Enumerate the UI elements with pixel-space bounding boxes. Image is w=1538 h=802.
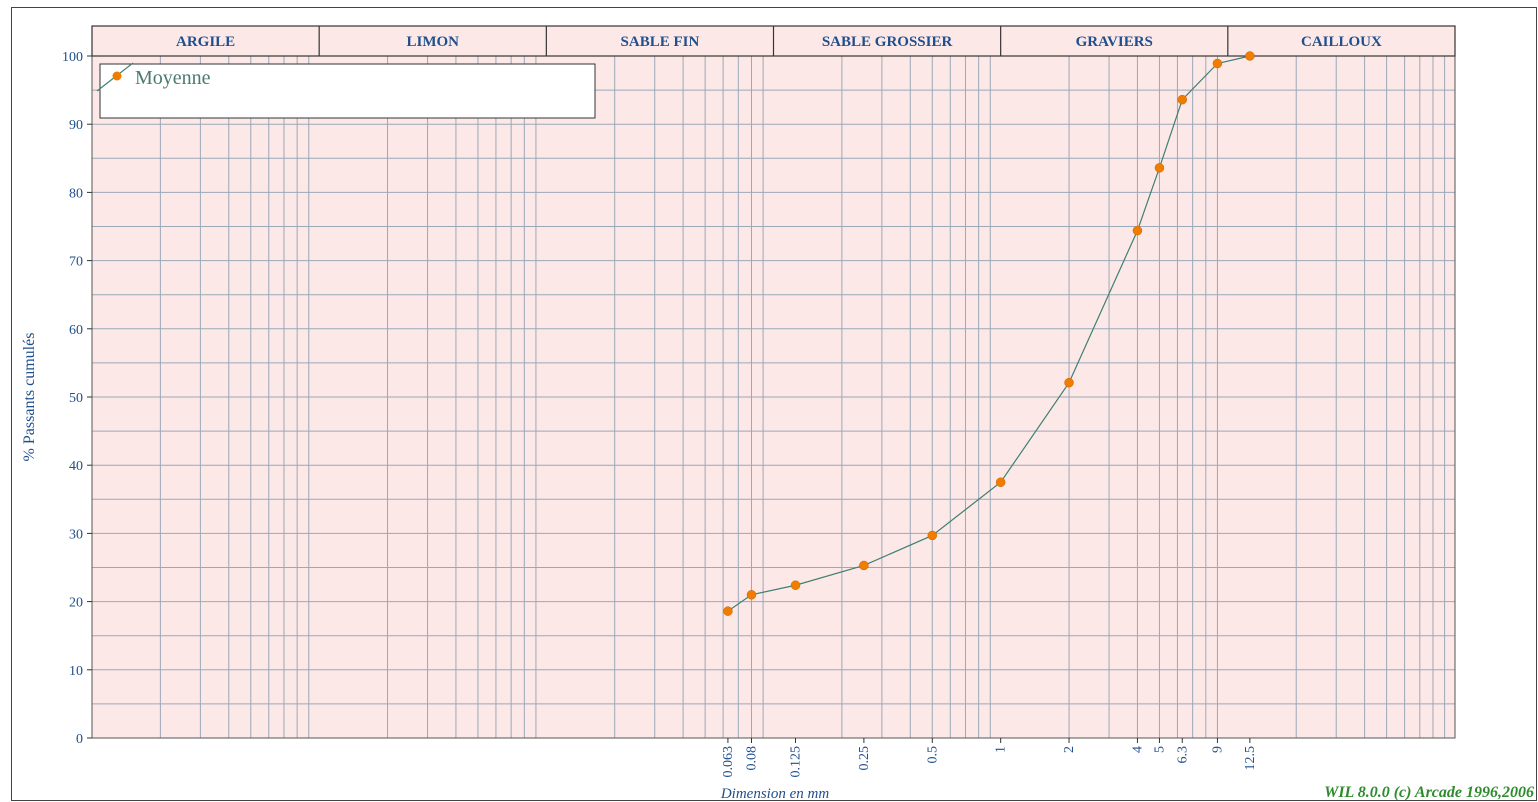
y-tick-label: 100 [62, 50, 83, 65]
band-label: ARGILE [176, 34, 235, 50]
band-label: LIMON [407, 34, 460, 50]
data-point [1064, 377, 1074, 388]
x-tick-label: 0.063 [721, 746, 736, 778]
data-point [995, 477, 1006, 487]
x-tick-label: 4 [1130, 746, 1145, 753]
y-axis-ticks: 0 10 20 30 40 50 60 70 80 90 100 [62, 50, 92, 747]
series-line [727, 55, 1250, 612]
y-tick-label: 10 [69, 664, 83, 679]
chart-frame [11, 7, 1537, 801]
band-header: ARGILE LIMON SABLE FIN SABLE GROSSIER GRAVIE… [91, 25, 1456, 57]
y-tick-label: 90 [69, 118, 83, 133]
data-point [1154, 163, 1165, 173]
y-tick-label: 40 [69, 459, 83, 474]
y-tick-label: 80 [69, 186, 83, 201]
x-axis-ticks: 0.063 0.08 0.125 0.25 0.5 1 2 4 5 6.3 9 12.5 [721, 738, 1258, 778]
band-label: SABLE FIN [621, 34, 700, 50]
band-label: CAILLOUX [1301, 34, 1382, 50]
data-point [1177, 94, 1188, 105]
x-tick-label: 5 [1152, 746, 1167, 753]
y-tick-label: 50 [69, 391, 83, 406]
x-tick-label: 0.08 [744, 746, 759, 771]
x-tick-label: 1 [994, 746, 1009, 753]
legend-box [99, 63, 596, 119]
x-tick-label: 0.5 [925, 746, 940, 764]
band-label: GRAVIERS [1076, 34, 1153, 50]
data-point [1132, 225, 1143, 236]
data-point [723, 606, 733, 616]
y-axis-label: % Passants cumulés [21, 333, 38, 462]
x-tick-label: 0.125 [789, 746, 804, 778]
x-tick-label: 6.3 [1175, 746, 1190, 764]
legend: Moyenne [96, 62, 596, 119]
data-point [927, 530, 938, 541]
y-tick-label: 60 [69, 323, 83, 338]
legend-label: Moyenne [135, 67, 211, 89]
data-point [790, 580, 801, 590]
y-tick-label: 20 [69, 596, 83, 611]
software-credit: WIL 8.0.0 (c) Arcade 1996,2006 [1324, 784, 1534, 801]
data-point [1212, 58, 1223, 69]
data-point [1245, 51, 1255, 61]
y-tick-label: 70 [69, 255, 83, 270]
y-tick-label: 30 [69, 527, 83, 542]
grid [91, 55, 1456, 739]
x-tick-label: 2 [1062, 746, 1077, 753]
data-point [746, 590, 757, 600]
band-label: SABLE GROSSIER [822, 34, 953, 50]
x-tick-label: 0.25 [857, 746, 872, 771]
x-tick-label: 12.5 [1243, 746, 1258, 771]
legend-marker [112, 71, 122, 81]
y-tick-label: 0 [76, 732, 83, 747]
series-moyenne [723, 51, 1255, 616]
x-tick-label: 9 [1210, 746, 1225, 753]
x-axis-label: Dimension en mm [720, 786, 829, 802]
data-point [859, 560, 869, 571]
